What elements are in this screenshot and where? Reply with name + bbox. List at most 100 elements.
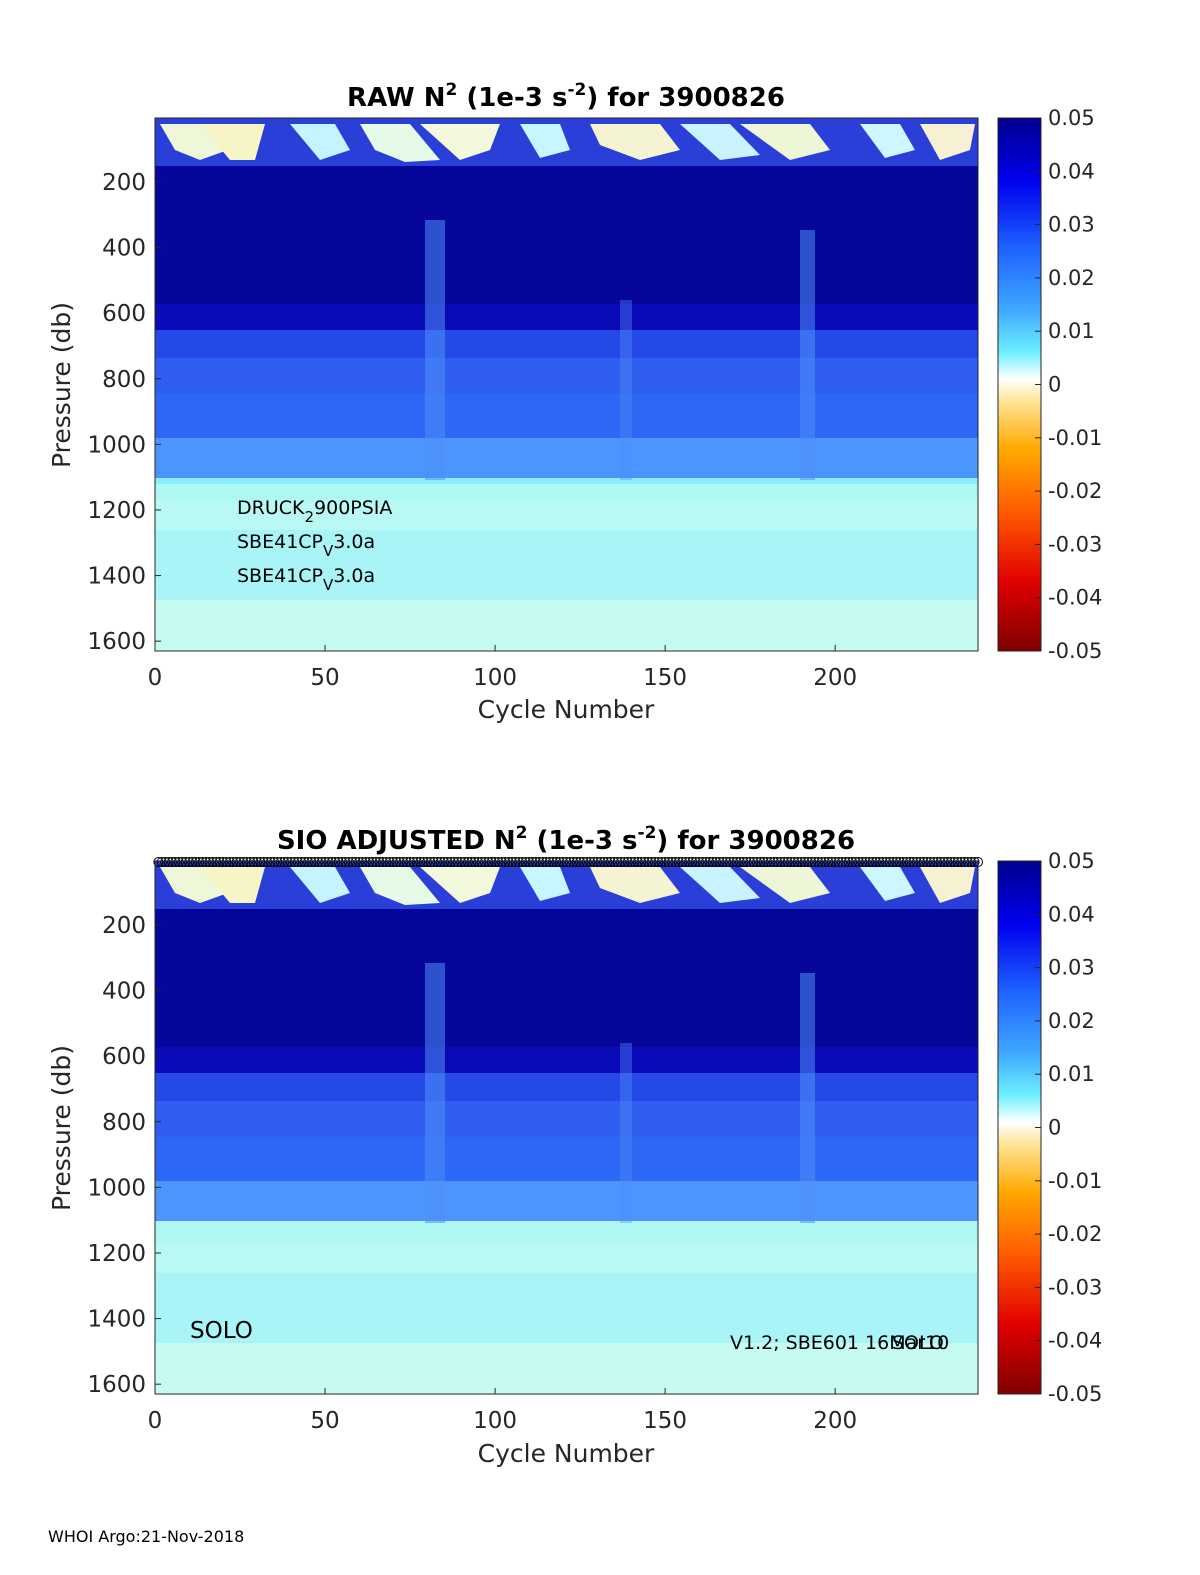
anno-2-rest: 3.0a: [333, 531, 375, 553]
qc-marker: [214, 857, 225, 867]
bottom-label-solo: SOLO: [190, 1318, 253, 1344]
qc-marker: [500, 857, 511, 867]
qc-marker: [503, 857, 514, 867]
top-title-sup2: -2: [567, 80, 586, 100]
top-colorbar-ticks: 0.05 0.04 0.03 0.02 0.01 0 -0.01 -0.02 -0.03 -0.0…: [1035, 106, 1102, 663]
qc-marker: [275, 857, 286, 867]
qc-marker: [520, 857, 531, 867]
qc-marker: [748, 857, 759, 867]
x-tick-label: 100: [473, 1408, 517, 1434]
qc-marker: [184, 857, 195, 867]
qc-marker: [612, 857, 623, 867]
qc-marker: [401, 857, 412, 867]
bottom-band-pale-2: [155, 1273, 978, 1343]
qc-marker: [496, 857, 507, 867]
top-title-sup1: 2: [446, 80, 458, 100]
qc-marker: [867, 857, 878, 867]
qc-marker: [836, 857, 847, 867]
y-tick-label: 200: [102, 913, 146, 939]
qc-marker: [173, 857, 184, 867]
qc-marker: [721, 857, 732, 867]
x-tick-label: 150: [643, 1408, 687, 1434]
qc-marker: [615, 857, 626, 867]
qc-marker: [272, 857, 283, 867]
qc-marker: [180, 857, 191, 867]
qc-marker: [918, 857, 929, 867]
qc-marker: [833, 857, 844, 867]
qc-marker: [306, 857, 317, 867]
qc-marker: [194, 857, 205, 867]
top-band-pale-3: [155, 600, 978, 651]
qc-marker: [758, 857, 769, 867]
qc-marker: [299, 857, 310, 867]
qc-marker: [469, 857, 480, 867]
qc-marker: [908, 857, 919, 867]
qc-marker: [884, 857, 895, 867]
qc-marker: [687, 857, 698, 867]
colorbar-tick-label: 0: [1048, 1116, 1061, 1140]
qc-marker: [619, 857, 630, 867]
top-colorbar-gradient: [997, 117, 1042, 652]
top-surface-pale: [680, 124, 760, 160]
bottom-surface-pale: [860, 867, 915, 901]
bottom-band-light-blue: [155, 1181, 978, 1221]
colorbar-tick-label: 0.04: [1048, 159, 1095, 183]
bottom-surface-pale: [420, 867, 500, 903]
qc-marker: [224, 857, 235, 867]
qc-marker: [343, 857, 354, 867]
top-band-light-blue-overlay: [155, 438, 978, 478]
qc-marker: [823, 857, 834, 867]
top-surface-pale: [200, 124, 265, 160]
bottom-surface-pale: [590, 867, 680, 903]
qc-marker: [585, 857, 596, 867]
qc-marker: [714, 857, 725, 867]
qc-marker: [201, 857, 212, 867]
qc-marker: [408, 857, 419, 867]
qc-marker: [734, 857, 745, 867]
y-tick-label: 1200: [87, 1241, 146, 1267]
qc-marker: [575, 857, 586, 867]
top-band-pale-1: [155, 500, 978, 530]
qc-marker: [955, 857, 966, 867]
bottom-heatmap: [153, 857, 983, 1395]
qc-marker: [697, 857, 708, 867]
bottom-colorbar-gradient: [997, 860, 1042, 1395]
qc-marker: [816, 857, 827, 867]
qc-marker: [636, 857, 647, 867]
qc-marker: [962, 857, 973, 867]
qc-marker: [806, 857, 817, 867]
qc-marker: [411, 857, 422, 867]
bottom-band-mid-blue: [155, 1073, 978, 1101]
qc-marker: [541, 857, 552, 867]
y-tick-label: 1400: [87, 1307, 146, 1333]
qc-marker: [337, 857, 348, 867]
top-panel: RAW N2 (1e-3 s-2) for 3900826: [47, 80, 1102, 724]
qc-marker: [690, 857, 701, 867]
top-surface-pale: [860, 124, 915, 158]
top-x-ticks: 0 50 100 150 200: [148, 645, 857, 691]
qc-marker: [269, 857, 280, 867]
qc-marker: [313, 857, 324, 867]
qc-marker: [700, 857, 711, 867]
qc-marker: [323, 857, 334, 867]
qc-marker: [316, 857, 327, 867]
qc-marker: [911, 857, 922, 867]
qc-marker: [605, 857, 616, 867]
bottom-colorbar: 0.05 0.04 0.03 0.02 0.01 0 -0.01 -0.02 -0.03 -0.0…: [997, 849, 1102, 1406]
qc-marker: [435, 857, 446, 867]
qc-marker: [945, 857, 956, 867]
qc-marker: [517, 857, 528, 867]
qc-marker: [320, 857, 331, 867]
qc-marker: [456, 857, 467, 867]
colorbar-tick-label: 0.05: [1048, 849, 1095, 873]
qc-marker: [935, 857, 946, 867]
x-tick-label: 0: [148, 1408, 163, 1434]
qc-marker: [925, 857, 936, 867]
top-vertical-streak: [800, 230, 815, 480]
qc-marker: [163, 857, 174, 867]
qc-marker: [394, 857, 405, 867]
qc-marker: [632, 857, 643, 867]
qc-marker: [258, 857, 269, 867]
qc-marker: [207, 857, 218, 867]
qc-marker: [354, 857, 365, 867]
